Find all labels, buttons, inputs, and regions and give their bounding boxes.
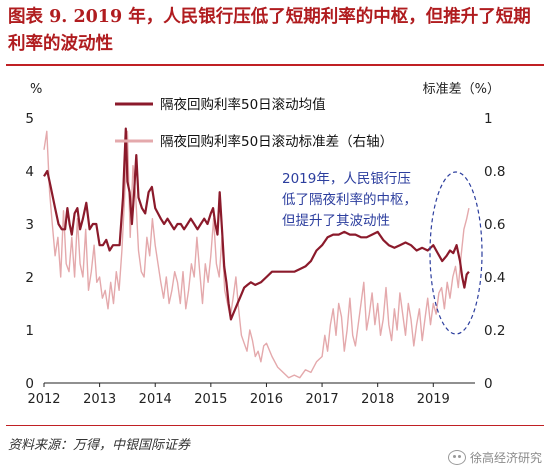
wechat-icon: [447, 450, 466, 465]
x-tick-label: 2019: [417, 392, 450, 407]
y-tick-label-right: 0: [484, 376, 493, 392]
series-line-std: [43, 130, 470, 379]
watermark-text: 徐高经济研究: [469, 451, 542, 465]
ylabel-left: %: [30, 82, 42, 97]
x-tick-label: 2015: [194, 392, 227, 407]
x-tick-label: 2012: [27, 392, 60, 407]
x-tick-label: 2013: [83, 392, 116, 407]
x-tick-label: 2016: [250, 392, 283, 407]
title-rule: [6, 64, 544, 66]
y-tick-label-right: 0.4: [484, 270, 505, 286]
y-ticks-right: 0 0.2 0.4 0.6 0.8 1: [484, 111, 505, 392]
chart-title: 图表 9. 2019 年，人民银行压低了短期利率的中枢，但推升了短期利率的波动性: [8, 7, 531, 54]
annotation: 2019年，人民银行压 低了隔夜利率的中枢， 但提升了其波动性: [282, 171, 483, 335]
y-ticks-left: 0 1 2 3 4 5: [25, 111, 34, 392]
watermark: 徐高经济研究: [447, 449, 542, 466]
chart: % 标准差（%） 2012 2013 2014 2015 2016 2017 2018 201…: [25, 82, 505, 407]
y-tick-label-right: 0.8: [484, 164, 505, 180]
y-tick-label-left: 2: [25, 270, 34, 286]
source-note: 资料来源：万得，中银国际证券: [8, 438, 191, 453]
y-tick-label-left: 0: [25, 376, 34, 392]
series-group: [43, 127, 470, 379]
x-tick-label: 2017: [306, 392, 339, 407]
y-tick-label-left: 1: [25, 323, 34, 339]
y-tick-label-right: 1: [484, 111, 493, 127]
y-tick-label-left: 3: [25, 217, 34, 233]
series-line-mean: [43, 127, 470, 321]
y-tick-label-right: 0.2: [484, 323, 505, 339]
annotation-line-3: 但提升了其波动性: [282, 213, 390, 229]
legend: 隔夜回购利率50日滚动均值 隔夜回购利率50日滚动标准差（右轴）: [115, 96, 393, 150]
y-tick-label-left: 5: [25, 111, 34, 127]
ylabel-right: 标准差（%）: [423, 82, 500, 97]
legend-label-mean: 隔夜回购利率50日滚动均值: [160, 96, 326, 113]
footer-rule: [6, 425, 544, 426]
legend-label-std: 隔夜回购利率50日滚动标准差（右轴）: [160, 133, 393, 150]
x-ticks: 2012 2013 2014 2015 2016 2017 2018 2019: [27, 383, 450, 407]
highlight-ellipse: [429, 171, 483, 335]
annotation-line-1: 2019年，人民银行压: [282, 171, 411, 187]
x-tick-label: 2018: [361, 392, 394, 407]
y-tick-label-left: 4: [25, 164, 34, 180]
annotation-line-2: 低了隔夜利率的中枢，: [282, 191, 417, 208]
y-tick-label-right: 0.6: [484, 217, 505, 233]
x-tick-label: 2014: [139, 392, 172, 407]
